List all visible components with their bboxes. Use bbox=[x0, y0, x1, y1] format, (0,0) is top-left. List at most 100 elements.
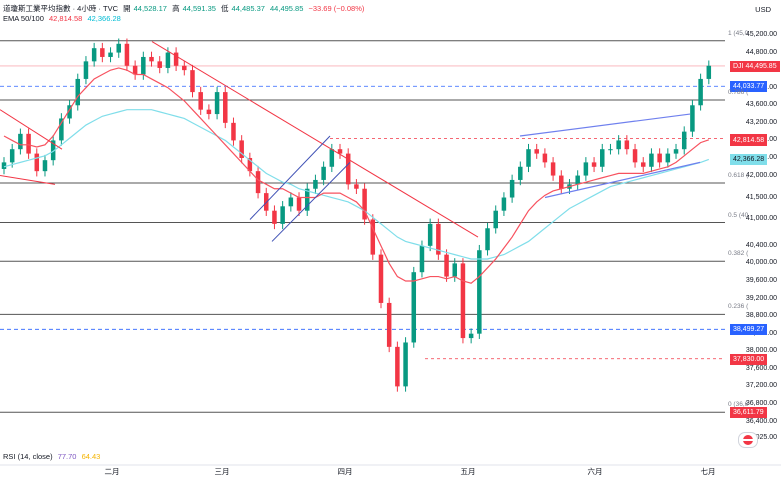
candle-body bbox=[165, 52, 171, 68]
candle-body bbox=[157, 61, 162, 68]
candle-body bbox=[83, 61, 89, 79]
candle-body bbox=[91, 48, 97, 62]
high-label: 高 bbox=[172, 4, 180, 13]
candle-body bbox=[534, 149, 539, 154]
candle-body bbox=[280, 206, 285, 224]
y-tick-label: 40,000.00 bbox=[745, 259, 777, 267]
candle-body bbox=[550, 162, 556, 176]
y-tick-label: 37,600.00 bbox=[745, 364, 777, 372]
ema100-line bbox=[3, 109, 710, 260]
tradingview-logo-icon bbox=[738, 432, 758, 448]
candle-body bbox=[640, 162, 646, 167]
candle-body bbox=[509, 179, 515, 198]
candle-body bbox=[403, 342, 408, 387]
open-value: 44,528.17 bbox=[133, 4, 167, 13]
candle-body bbox=[386, 302, 392, 347]
candle-body bbox=[9, 149, 15, 163]
candle-body bbox=[124, 43, 130, 66]
candle-body bbox=[665, 153, 671, 163]
low-value: 44,485.37 bbox=[231, 4, 265, 13]
candle-body bbox=[206, 109, 212, 115]
candle-body bbox=[370, 219, 376, 255]
candle-body bbox=[173, 52, 179, 66]
candle-body bbox=[42, 160, 48, 172]
ema50-line bbox=[3, 67, 710, 284]
candle-body bbox=[681, 131, 687, 150]
candle-body bbox=[477, 250, 482, 334]
candle-body bbox=[411, 272, 417, 343]
currency-label: USD bbox=[755, 5, 771, 14]
candle-body bbox=[100, 48, 105, 57]
candle-body bbox=[182, 65, 187, 71]
y-tick-label: 36,800.00 bbox=[745, 399, 777, 407]
candle-body bbox=[345, 153, 351, 185]
candle-body bbox=[272, 210, 277, 224]
candle-body bbox=[485, 228, 490, 251]
x-tick-label: 三月 bbox=[215, 467, 230, 476]
candle-body bbox=[378, 254, 384, 303]
candle-body bbox=[255, 171, 261, 194]
fib-label-6: 0 (36,6 bbox=[728, 401, 749, 409]
candle-body bbox=[542, 153, 548, 163]
candle-body bbox=[673, 149, 679, 154]
candle-body bbox=[591, 162, 597, 167]
y-tick-label: 40,400.00 bbox=[745, 241, 777, 249]
fib-label-2: 0.618 ( bbox=[728, 172, 749, 180]
price-tag-0: DJI 44,495.85 bbox=[730, 60, 780, 72]
fib-label-5: 0.236 ( bbox=[728, 303, 749, 311]
y-tick-label: 38,800.00 bbox=[745, 312, 777, 320]
x-tick-label: 二月 bbox=[105, 467, 120, 476]
y-tick-label: 44,800.00 bbox=[745, 48, 777, 56]
candle-body bbox=[436, 223, 441, 255]
low-label: 低 bbox=[221, 4, 229, 13]
legend-ema[interactable]: EMA 50/100 42,814.58 42,366.28 bbox=[3, 14, 124, 23]
candle-body bbox=[108, 52, 113, 57]
symbol-title[interactable]: 道瓊斯工業平均指數 · 4小時 · TVC bbox=[3, 4, 119, 13]
y-tick-label: 36,025.00 bbox=[745, 434, 777, 441]
candle-body bbox=[419, 245, 425, 273]
candle-body bbox=[75, 78, 81, 106]
candle-body bbox=[337, 149, 343, 154]
candle-body bbox=[575, 175, 580, 185]
price-tag-3: 42,814.58 bbox=[730, 134, 768, 146]
fib-label-0: 1 (45,0 bbox=[728, 29, 749, 37]
candle-body bbox=[34, 153, 40, 172]
fib-label-3: 0.5 (40 bbox=[728, 211, 749, 219]
candle-body bbox=[1, 162, 7, 169]
x-tick-label: 五月 bbox=[461, 467, 476, 476]
y-tick-label: 43,200.00 bbox=[745, 118, 777, 126]
candle-body bbox=[26, 133, 31, 154]
change-value: −33.69 (−0.08%) bbox=[308, 4, 365, 13]
candle-body bbox=[354, 184, 359, 189]
candle-body bbox=[141, 56, 146, 75]
x-tick-label: 六月 bbox=[588, 466, 603, 476]
candle-body bbox=[362, 188, 367, 220]
candle-body bbox=[624, 140, 630, 150]
candle-body bbox=[649, 153, 654, 167]
y-tick-label: 37,200.00 bbox=[745, 382, 777, 390]
candle-body bbox=[698, 78, 703, 106]
candle-body bbox=[59, 118, 64, 141]
channel-upper bbox=[249, 135, 331, 220]
legend-ohlc: 道瓊斯工業平均指數 · 4小時 · TVC 開 44,528.17 高 44,591… bbox=[3, 3, 367, 14]
y-tick-label: 39,200.00 bbox=[745, 294, 777, 302]
candle-body bbox=[313, 179, 318, 189]
candle-body bbox=[706, 65, 712, 79]
candle-body bbox=[288, 197, 294, 207]
candle-body bbox=[321, 166, 326, 180]
candle-body bbox=[526, 149, 531, 167]
candle-body bbox=[214, 92, 220, 115]
y-tick-label: 45,200.00 bbox=[745, 31, 777, 38]
wedge-upper bbox=[519, 113, 691, 137]
price-tag-4: 42,366.28 bbox=[730, 154, 768, 166]
ema-label: EMA 50/100 bbox=[3, 14, 44, 23]
candle-body bbox=[239, 140, 244, 158]
candle-body bbox=[583, 162, 589, 176]
ema100-value: 42,366.28 bbox=[87, 14, 121, 23]
trend-line-2 bbox=[0, 175, 56, 185]
candle-body bbox=[657, 153, 662, 163]
price-tag-7: 36,611.79 bbox=[730, 407, 767, 419]
rsi-legend[interactable]: RSI (14, close) 77.70 64.43 bbox=[3, 452, 103, 461]
